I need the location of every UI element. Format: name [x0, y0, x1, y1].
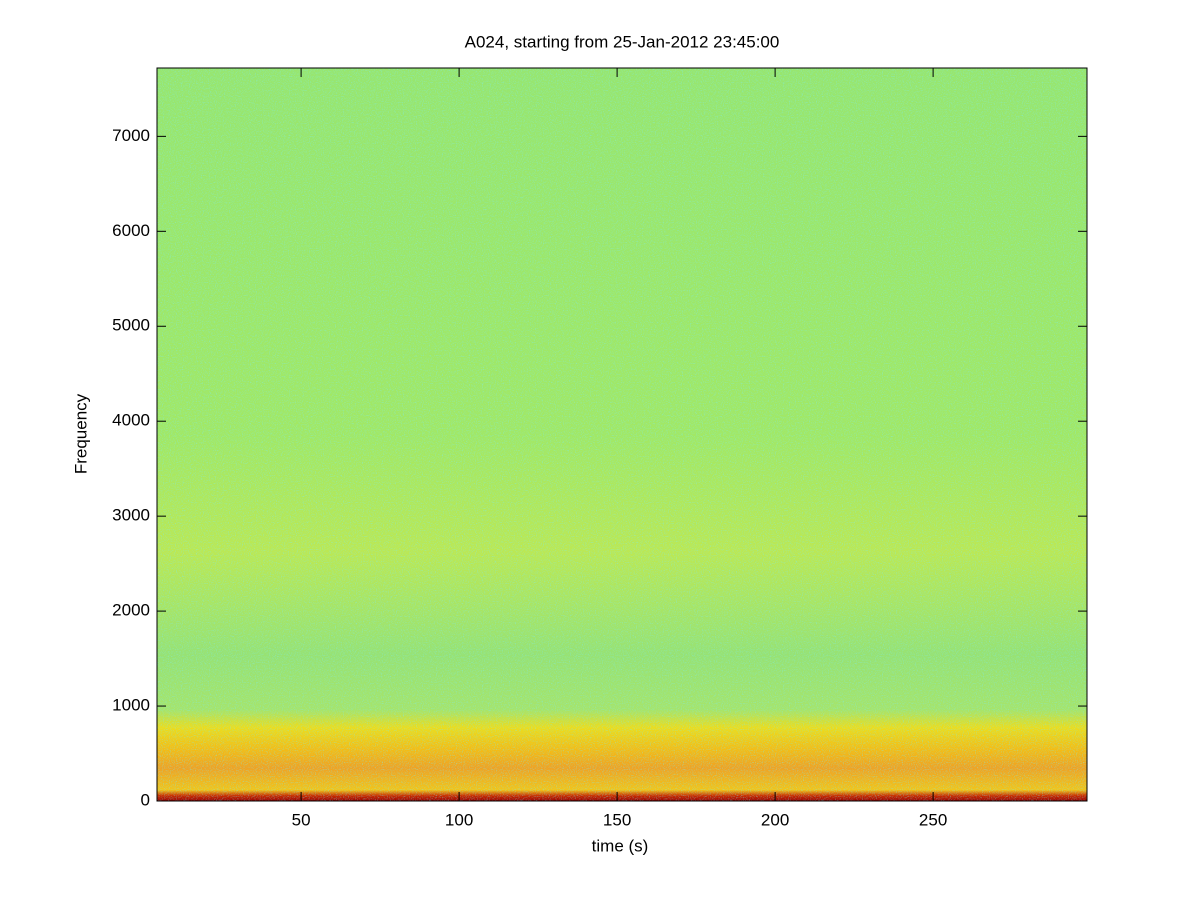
x-axis-label: time (s) [592, 836, 649, 855]
spectrogram-texture [157, 68, 1087, 801]
x-tick-label: 200 [761, 810, 789, 829]
y-axis-label: Frequency [71, 393, 90, 474]
y-tick-label: 4000 [112, 411, 150, 430]
x-tick-label: 50 [292, 810, 311, 829]
chart-title: A024, starting from 25-Jan-2012 23:45:00 [465, 32, 780, 51]
y-tick-label: 2000 [112, 601, 150, 620]
y-tick-label: 6000 [112, 221, 150, 240]
plot-frame [156, 67, 1088, 802]
x-tick-label: 100 [445, 810, 473, 829]
y-tick-label: 5000 [112, 316, 150, 335]
x-tick-label: 150 [603, 810, 631, 829]
y-tick-label: 0 [141, 790, 150, 809]
y-tick-label: 3000 [112, 506, 150, 525]
y-tick-label: 7000 [112, 126, 150, 145]
y-tick-label: 1000 [112, 696, 150, 715]
x-tick-label: 250 [919, 810, 947, 829]
